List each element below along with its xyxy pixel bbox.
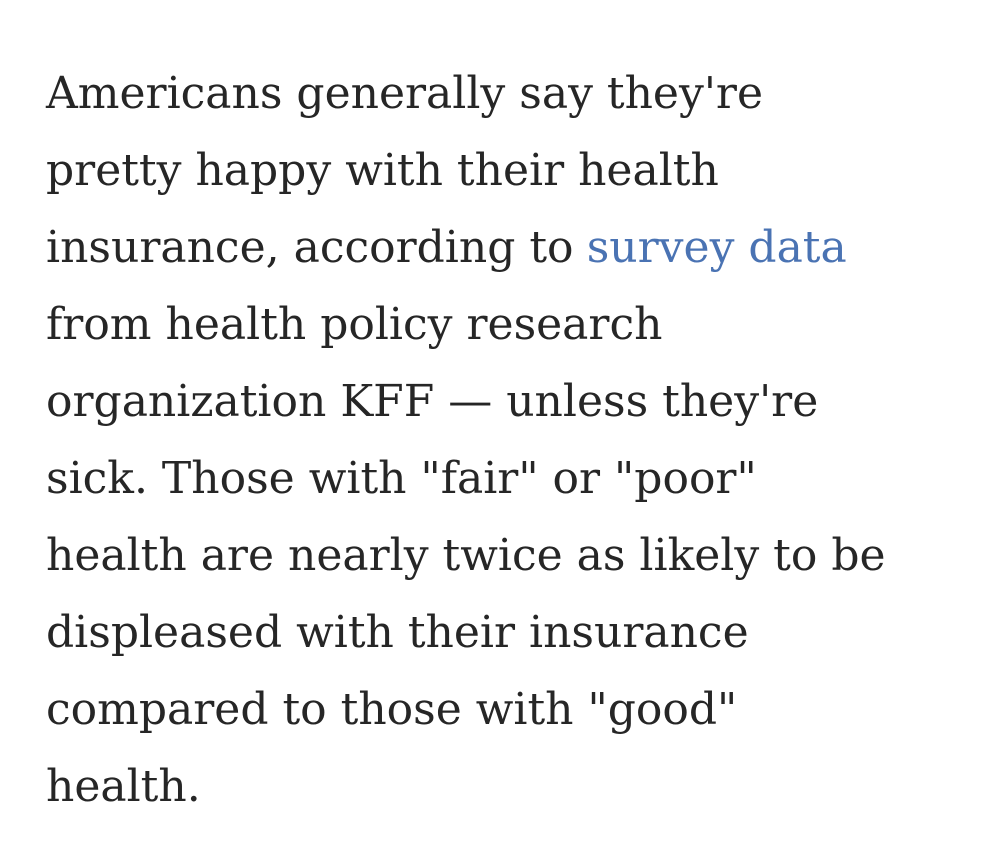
text-line: sick. Those with "fair" or "poor" (46, 453, 757, 504)
text-line: health. (46, 761, 201, 812)
text-line: organization KFF — unless they're (46, 376, 819, 427)
text-line: pretty happy with their health (46, 145, 719, 196)
text-line: health are nearly twice as likely to be (46, 530, 886, 581)
text-line: displeased with their insurance (46, 607, 749, 658)
text-line: compared to those with "good" (46, 684, 738, 735)
survey-link[interactable]: survey data (586, 222, 847, 273)
text-run: insurance, according to (46, 222, 574, 273)
text-line: insurance, according to survey data (46, 209, 1000, 286)
text-line: from health policy research (46, 299, 663, 350)
text-line: Americans generally say they're (46, 68, 763, 119)
